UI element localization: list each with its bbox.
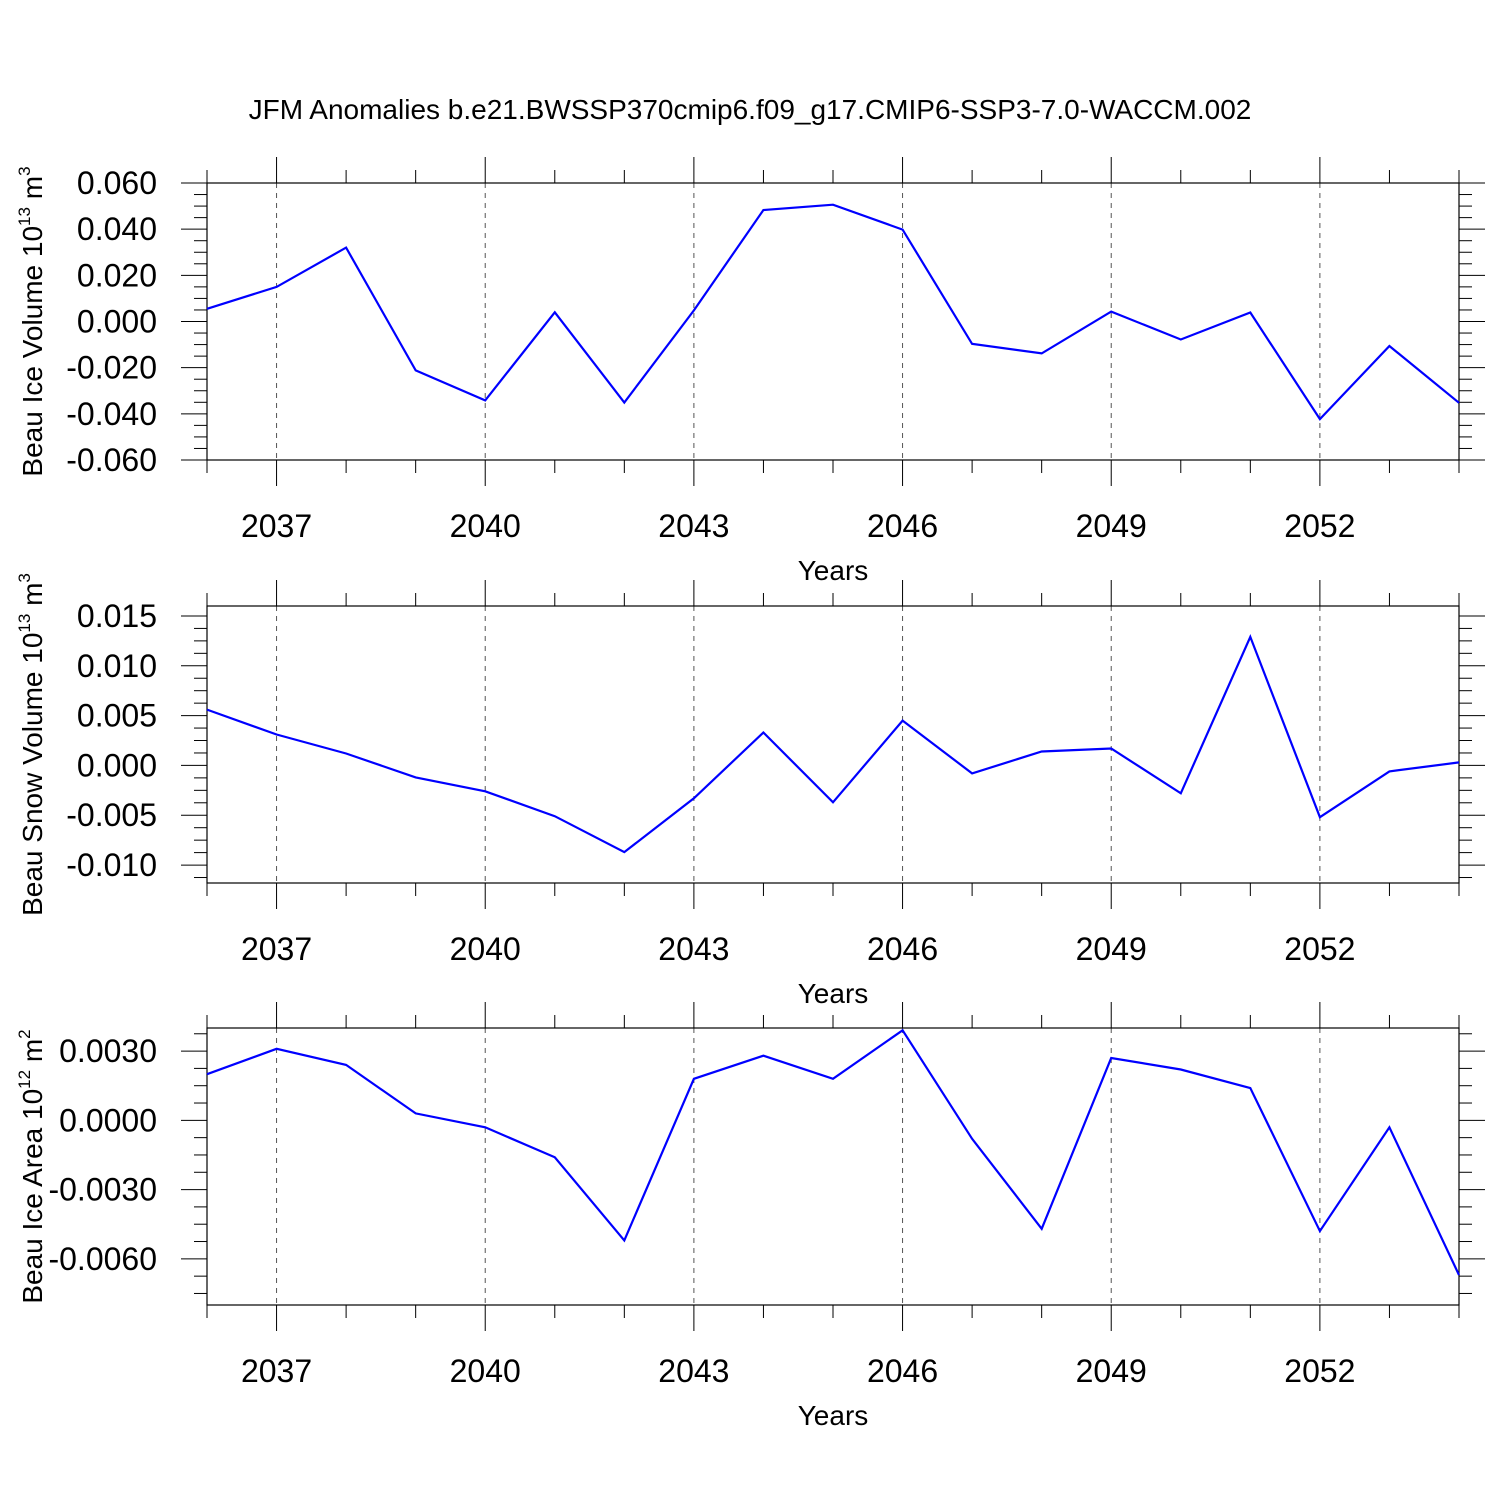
x-tick-label: 2049 (1076, 508, 1147, 544)
y-axis-label: Beau Ice Area 1012 m2 (15, 1029, 48, 1303)
y-axis-label: Beau Ice Volume 1013 m3 (15, 166, 48, 476)
y-tick-label: 0.015 (77, 598, 157, 634)
series-line (206, 634, 1460, 854)
y-tick-label: 0.010 (77, 648, 157, 684)
y-tick-label: -0.005 (66, 797, 157, 833)
x-tick-label: 2040 (450, 508, 521, 544)
plot-frame (206, 605, 1460, 884)
x-tick-label: 2052 (1284, 931, 1355, 967)
y-tick-label: 0.000 (77, 304, 157, 340)
panel-2: 0.015 0.010 0.005 0.000 -0.005 -0.010 2037 2040… (15, 573, 1485, 1009)
x-tick-label: 2052 (1284, 1353, 1355, 1389)
x-tick-label: 2037 (241, 508, 312, 544)
y-tick-label: -0.0030 (48, 1172, 157, 1208)
y-tick-label: 0.040 (77, 211, 157, 247)
x-tick-label: 2046 (867, 508, 938, 544)
panel-1: 0.060 0.040 0.020 0.000 -0.020 -0.040 -0.060 20… (15, 157, 1485, 586)
x-axis-label: Years (798, 555, 869, 586)
x-tick-label: 2052 (1284, 508, 1355, 544)
x-tick-label: 2046 (867, 1353, 938, 1389)
panel-3: 0.0030 0.0000 -0.0030 -0.0060 2037 2040 2043 20… (15, 1002, 1485, 1431)
y-tick-label: -0.060 (66, 442, 157, 478)
y-tick-label: 0.020 (77, 257, 157, 293)
y-tick-label: 0.005 (77, 698, 157, 734)
x-tick-label: 2049 (1076, 931, 1147, 967)
plot-frame (206, 182, 1460, 461)
x-tick-label: 2037 (241, 931, 312, 967)
chart-title: JFM Anomalies b.e21.BWSSP370cmip6.f09_g1… (249, 94, 1252, 125)
x-tick-label: 2049 (1076, 1353, 1147, 1389)
y-tick-label: 0.000 (77, 747, 157, 783)
y-tick-label: -0.020 (66, 350, 157, 386)
x-axis-label: Years (798, 1400, 869, 1431)
x-axis-label: Years (798, 978, 869, 1009)
x-tick-label: 2043 (658, 1353, 729, 1389)
x-tick-label: 2040 (450, 931, 521, 967)
series-line (206, 1028, 1460, 1276)
x-tick-label: 2043 (658, 508, 729, 544)
y-tick-label: -0.010 (66, 847, 157, 883)
y-tick-label: 0.0030 (59, 1033, 157, 1069)
x-tick-label: 2043 (658, 931, 729, 967)
x-tick-label: 2040 (450, 1353, 521, 1389)
chart-panels: 0.060 0.040 0.020 0.000 -0.020 -0.040 -0.060 20… (15, 157, 1485, 1431)
plot-frame (206, 1027, 1460, 1306)
series-line (206, 203, 1460, 421)
x-tick-label: 2037 (241, 1353, 312, 1389)
y-tick-label: 0.060 (77, 165, 157, 201)
y-tick-label: -0.040 (66, 396, 157, 432)
y-axis-label: Beau Snow Volume 1013 m3 (15, 573, 48, 916)
y-tick-label: -0.0060 (48, 1241, 157, 1277)
x-tick-label: 2046 (867, 931, 938, 967)
y-tick-label: 0.0000 (59, 1102, 157, 1138)
